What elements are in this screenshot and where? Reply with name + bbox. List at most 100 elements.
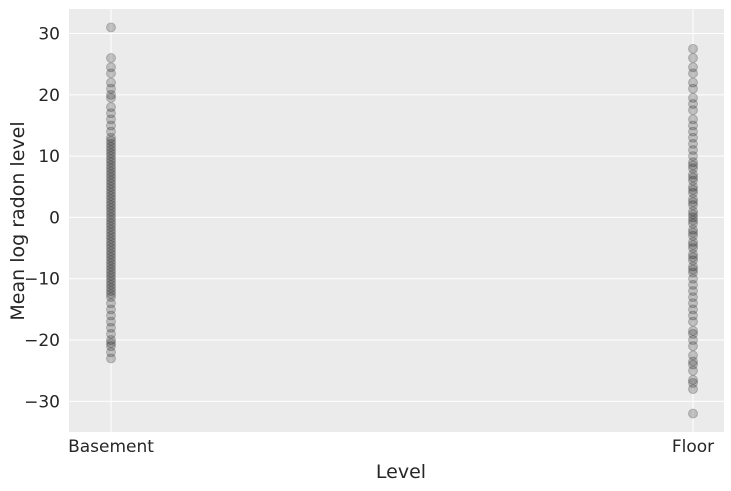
data-point	[106, 230, 116, 241]
gridlines	[69, 9, 724, 432]
data-point	[106, 203, 116, 214]
data-point	[106, 252, 116, 263]
data-point	[688, 249, 698, 260]
data-point	[106, 246, 116, 257]
y-tick-label: 10	[38, 147, 60, 167]
data-point	[106, 310, 116, 321]
y-tick-label: −30	[24, 392, 60, 412]
data-point	[688, 120, 698, 131]
data-point	[688, 212, 698, 223]
data-point	[106, 68, 116, 79]
data-point	[106, 53, 116, 64]
data-point	[688, 286, 698, 296]
data-point	[688, 224, 698, 235]
data-points	[106, 22, 698, 419]
data-point	[106, 255, 116, 266]
data-point	[106, 289, 116, 300]
data-point	[688, 310, 698, 321]
data-point	[106, 243, 116, 254]
data-point	[688, 356, 698, 367]
data-point	[106, 258, 116, 269]
data-point	[688, 227, 698, 238]
data-point	[688, 215, 698, 226]
data-point	[106, 236, 116, 247]
data-point	[106, 267, 116, 278]
data-point	[688, 99, 698, 110]
data-point	[688, 206, 698, 217]
data-point	[688, 243, 698, 254]
data-point	[688, 341, 698, 352]
data-point	[688, 105, 698, 116]
data-point	[106, 335, 116, 346]
data-point	[688, 350, 698, 361]
data-point	[688, 157, 698, 168]
data-point	[688, 365, 698, 376]
data-point	[688, 132, 698, 143]
data-point	[688, 240, 698, 251]
data-point	[688, 184, 698, 195]
data-point	[106, 166, 116, 177]
data-point	[688, 194, 698, 205]
data-point	[106, 102, 116, 113]
x-tick-label: Basement	[68, 437, 154, 457]
data-point	[106, 273, 116, 284]
y-tick-labels: 30 20 10 0 −10 −20 −30	[24, 25, 60, 413]
data-point	[688, 408, 698, 419]
data-point	[688, 151, 698, 162]
data-point	[106, 83, 116, 94]
data-point	[688, 163, 698, 174]
data-point	[106, 221, 116, 232]
data-point	[106, 209, 116, 220]
data-point	[106, 194, 116, 205]
data-point	[106, 215, 116, 226]
data-point	[106, 200, 116, 211]
data-point	[106, 141, 116, 152]
data-point	[106, 178, 116, 189]
data-point	[106, 304, 116, 315]
data-point	[688, 264, 698, 275]
data-point	[106, 114, 116, 125]
data-point	[106, 22, 116, 33]
data-point	[106, 328, 116, 339]
data-point	[106, 154, 116, 165]
y-tick-label: 20	[38, 86, 60, 106]
data-point	[106, 249, 116, 260]
x-tick-labels: Basement Floor	[68, 437, 714, 457]
data-point	[106, 264, 116, 275]
data-point	[106, 282, 116, 293]
data-point	[106, 276, 116, 287]
data-point	[106, 224, 116, 235]
data-point	[106, 261, 116, 272]
data-point	[106, 89, 116, 100]
data-point	[688, 175, 698, 186]
data-point	[106, 169, 116, 180]
data-point	[688, 43, 698, 54]
data-point	[106, 126, 116, 137]
data-point	[688, 374, 698, 385]
x-axis-label: Level	[376, 461, 426, 483]
data-point	[106, 270, 116, 281]
data-point	[106, 347, 116, 358]
data-point	[688, 181, 698, 192]
data-point	[106, 148, 116, 159]
data-point	[106, 322, 116, 333]
data-point	[106, 175, 116, 186]
data-point	[106, 353, 116, 364]
data-point	[106, 341, 116, 352]
data-point	[688, 197, 698, 208]
y-tick-label: −20	[24, 331, 60, 351]
data-point	[106, 227, 116, 238]
data-point	[688, 316, 698, 327]
data-point	[106, 233, 116, 244]
x-tick-label: Floor	[672, 437, 714, 457]
data-point	[688, 279, 698, 290]
data-point	[688, 169, 698, 180]
data-point	[688, 83, 698, 94]
data-point	[688, 377, 698, 388]
data-point	[106, 163, 116, 174]
data-point	[106, 135, 116, 146]
data-point	[106, 62, 116, 73]
data-point	[106, 187, 116, 198]
data-point	[688, 114, 698, 125]
